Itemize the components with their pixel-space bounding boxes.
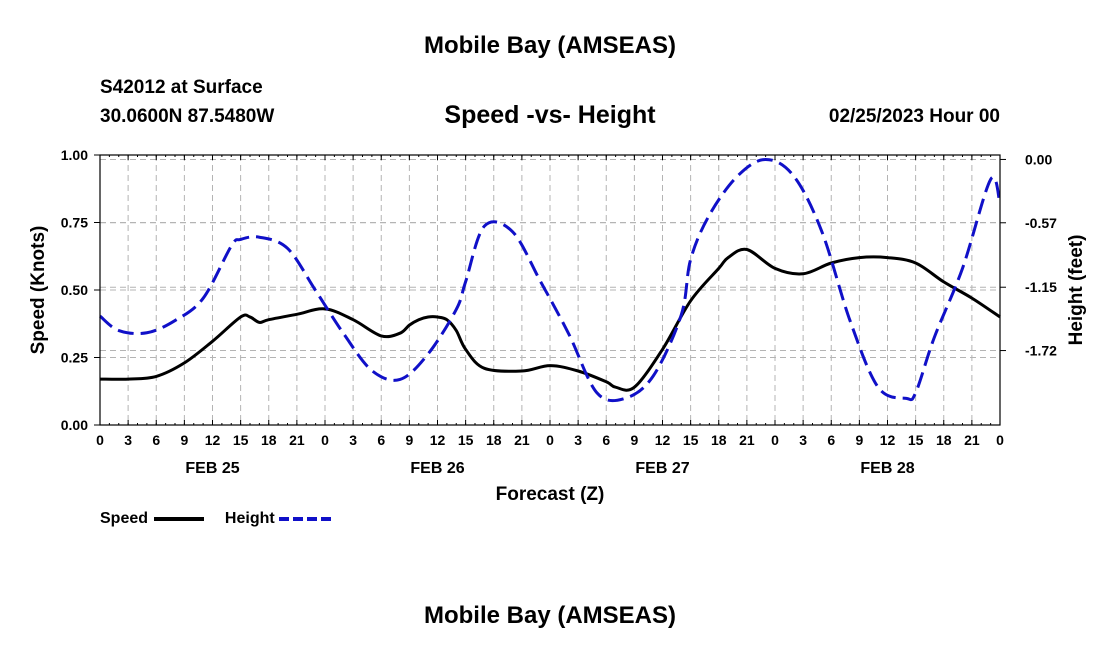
station-label: S42012 at Surface bbox=[100, 77, 263, 98]
forecast-datetime: 02/25/2023 Hour 00 bbox=[828, 106, 1000, 127]
x-tick-label: 18 bbox=[486, 432, 502, 448]
legend-speed-label: Speed bbox=[100, 510, 149, 527]
x-tick-label: 9 bbox=[855, 432, 863, 448]
x-tick-label: 0 bbox=[321, 432, 329, 448]
x-tick-label: 21 bbox=[289, 432, 305, 448]
axes: 0 3 6 9 12 15 18 21 0 3 6 9 12 15 18 21 0 3 6 9 12 15 18 21 0 3 6 9… bbox=[61, 147, 1057, 477]
x-tick-label: 15 bbox=[458, 432, 474, 448]
legend: Speed Height bbox=[100, 510, 333, 528]
series-line-speed bbox=[99, 247, 1001, 392]
station-coordinates: 30.0600N 87.5480W bbox=[100, 106, 275, 127]
x-tick-label: 6 bbox=[827, 432, 835, 448]
x-tick-label: 12 bbox=[655, 432, 671, 448]
x-tick-label: 12 bbox=[430, 432, 446, 448]
series-layer bbox=[99, 157, 1002, 403]
y-tick-label: 0.75 bbox=[61, 215, 88, 231]
x-tick-label: 12 bbox=[205, 432, 221, 448]
x-tick-label: 9 bbox=[405, 432, 413, 448]
x-tick-label: 3 bbox=[349, 432, 357, 448]
x-tick-label: 6 bbox=[152, 432, 160, 448]
date-label: FEB 26 bbox=[410, 460, 464, 477]
x-tick-label: 9 bbox=[630, 432, 638, 448]
x-tick-label: 21 bbox=[964, 432, 980, 448]
x-axis-label: Forecast (Z) bbox=[496, 484, 605, 505]
legend-height-label: Height bbox=[224, 510, 275, 527]
x-tick-label: 3 bbox=[799, 432, 807, 448]
footer-title: Mobile Bay (AMSEAS) bbox=[423, 602, 677, 629]
x-tick-label: 18 bbox=[261, 432, 277, 448]
y2-tick-label: -0.57 bbox=[1025, 215, 1057, 231]
x-tick-label: 0 bbox=[546, 432, 554, 448]
y2-tick-label: -1.15 bbox=[1025, 279, 1057, 295]
x-tick-label: 9 bbox=[180, 432, 188, 448]
x-tick-label: 6 bbox=[377, 432, 385, 448]
y-tick-label: 0.50 bbox=[61, 282, 88, 298]
x-tick-label: 0 bbox=[996, 432, 1004, 448]
x-tick-label: 6 bbox=[602, 432, 610, 448]
plot-frame bbox=[99, 154, 1001, 426]
x-tick-label: 0 bbox=[96, 432, 104, 448]
x-tick-label: 15 bbox=[683, 432, 699, 448]
x-tick-label: 15 bbox=[233, 432, 249, 448]
y-axis-label: Speed (Knots) bbox=[28, 226, 49, 355]
x-tick-label: 15 bbox=[908, 432, 924, 448]
y2-axis-label: Height (feet) bbox=[1066, 235, 1087, 346]
x-tick-label: 0 bbox=[771, 432, 779, 448]
y2-tick-label: -1.72 bbox=[1025, 343, 1057, 359]
legend-speed-swatch bbox=[154, 516, 205, 521]
y-tick-label: 1.00 bbox=[61, 147, 88, 163]
series-line-height bbox=[99, 157, 1002, 403]
date-label: FEB 27 bbox=[635, 460, 689, 477]
x-tick-label: 18 bbox=[711, 432, 727, 448]
legend-height-swatch bbox=[279, 516, 332, 521]
date-label: FEB 28 bbox=[860, 460, 914, 477]
y2-tick-label: 0.00 bbox=[1025, 151, 1052, 167]
x-tick-label: 3 bbox=[574, 432, 582, 448]
x-tick-label: 12 bbox=[880, 432, 896, 448]
x-tick-label: 21 bbox=[739, 432, 755, 448]
plot-subtitle: Speed -vs- Height bbox=[444, 101, 656, 129]
chart-title: Mobile Bay (AMSEAS) bbox=[423, 32, 677, 59]
date-label: FEB 25 bbox=[185, 460, 239, 477]
x-tick-label: 21 bbox=[514, 432, 530, 448]
y-tick-label: 0.00 bbox=[61, 417, 88, 433]
x-tick-label: 18 bbox=[936, 432, 952, 448]
y-tick-label: 0.25 bbox=[61, 350, 88, 366]
x-tick-label: 3 bbox=[124, 432, 132, 448]
grid bbox=[100, 155, 1000, 425]
